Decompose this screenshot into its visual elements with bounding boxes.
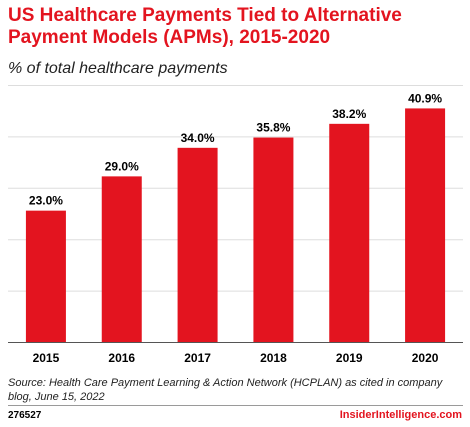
data-labels: 23.0% 29.0% 34.0% 35.8% 38.2% 40.9% [29, 91, 443, 207]
brand-link[interactable]: InsiderIntelligence.com [339, 409, 462, 421]
bar-2015 [25, 210, 66, 342]
chart-id: 276527 [8, 410, 42, 421]
x-tick-2015: 2015 [33, 351, 60, 365]
bar-2016 [101, 176, 142, 342]
x-tick-2018: 2018 [260, 351, 287, 365]
data-label-2019: 38.2% [332, 107, 366, 121]
x-tick-2020: 2020 [412, 351, 439, 365]
x-axis-tick-labels: 2015 2016 2017 2018 2019 2020 [33, 351, 439, 365]
source-note: Source: Health Care Payment Learning & A… [8, 377, 443, 403]
gridlines [8, 85, 463, 343]
chart-subtitle: % of total healthcare payments [8, 60, 228, 77]
data-label-2015: 23.0% [29, 194, 63, 208]
x-tick-2016: 2016 [108, 351, 135, 365]
data-label-2020: 40.9% [408, 91, 442, 105]
data-label-2017: 34.0% [181, 131, 215, 145]
data-label-2018: 35.8% [256, 121, 290, 135]
x-tick-2017: 2017 [184, 351, 211, 365]
x-tick-2019: 2019 [336, 351, 363, 365]
bars [25, 108, 446, 342]
bar-2020 [405, 108, 446, 342]
bar-2017 [177, 147, 218, 342]
bar-2018 [253, 137, 294, 342]
data-label-2016: 29.0% [105, 159, 139, 173]
footer-divider [8, 405, 463, 406]
bar-2019 [329, 123, 370, 342]
chart-title: US Healthcare Payments Tied to Alternati… [8, 5, 402, 48]
